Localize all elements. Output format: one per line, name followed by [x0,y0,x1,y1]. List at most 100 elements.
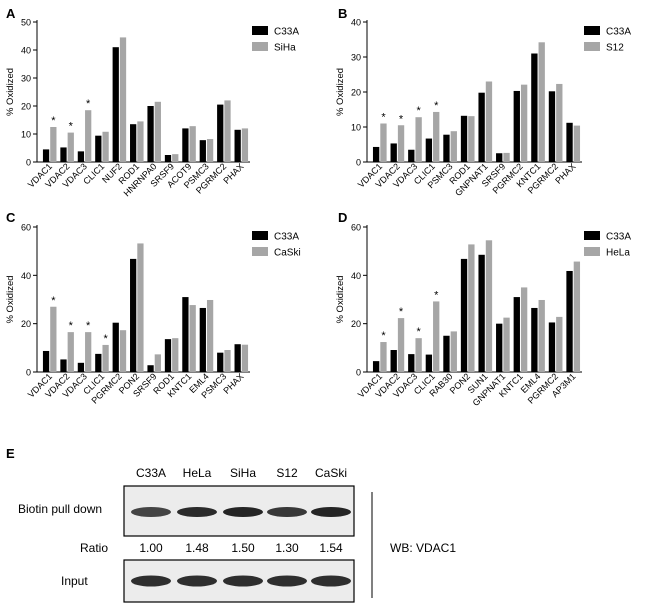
bar-siha-rod1 [137,121,144,162]
bar-s12-pgrmc2 [520,84,528,162]
significance-mark: * [416,326,421,338]
lane-label-hela: HeLa [183,466,212,480]
bar-hela-pgrmc2 [556,316,563,372]
bar-siha-srsf9 [172,154,179,162]
significance-mark: * [381,330,386,342]
bar-c33a-clic1 [425,138,433,162]
bar-c33a-clic1 [425,354,433,372]
row-label-biotin: Biotin pull down [18,502,102,516]
y-axis-label: % Oxidized [335,68,346,116]
bar-c33a-vdac2 [390,143,397,162]
bar-c33a-rod1 [460,115,468,162]
y-tick-label: 20 [21,102,31,112]
bar-c33a-clic1 [95,135,102,162]
bar-c33a-vdac1 [372,146,380,162]
bar-caski-psmc3 [224,350,231,372]
bar-hela-vdac2 [397,318,405,372]
significance-mark: * [103,333,108,345]
significance-mark: * [86,320,91,332]
bar-c33a-ap3m1 [566,270,573,372]
bar-c33a-psmc3 [199,140,206,162]
bar-s12-clic1 [433,111,440,162]
pulldown-band-1 [177,507,217,517]
bar-s12-pgrmc2 [556,83,563,162]
legend-label-c33a: C33A [274,27,299,38]
lane-label-caski: CaSki [315,466,347,480]
lane-label-s12: S12 [276,466,298,480]
bar-c33a-hnrnpa0 [147,106,154,162]
bar-c33a-rod1 [164,339,172,372]
bar-caski-vdac2 [67,332,74,372]
y-tick-label: 50 [21,18,31,28]
y-tick-label: 40 [351,271,361,281]
input-band-1 [177,575,217,587]
y-axis-label: % Oxidized [5,68,16,116]
panel-label-b: B [338,6,347,21]
bar-caski-kntc1 [189,305,196,372]
bar-c33a-pon2 [130,258,137,372]
bar-s12-vdac3 [415,117,422,162]
y-tick-label: 40 [21,271,31,281]
input-band-4 [311,575,351,587]
bar-caski-pgrmc2 [119,330,127,372]
bar-c33a-vdac3 [408,354,415,372]
panel-label-e: E [6,446,15,461]
panel-label-d: D [338,210,347,225]
row-label-input: Input [61,574,88,588]
bar-siha-vdac2 [67,132,74,162]
input-band-3 [267,575,307,587]
bar-c33a-sun1 [478,254,485,372]
lane-label-siha: SiHa [230,466,256,480]
bar-c33a-phax [234,344,241,372]
bar-c33a-srsf9 [164,155,172,162]
bar-hela-gnpnat1 [503,317,510,372]
y-tick-label: 40 [21,46,31,56]
significance-mark: * [69,121,74,133]
bar-caski-vdac1 [50,306,57,372]
bar-siha-hnrnpa0 [154,101,161,162]
bar-siha-psmc3 [206,139,214,162]
bar-hela-kntc1 [520,287,528,372]
y-tick-label: 0 [26,368,31,378]
x-tick-label: PHAX [221,371,245,395]
significance-mark: * [69,320,74,332]
bar-hela-vdac1 [380,342,387,372]
bar-c33a-rab30 [443,335,450,372]
bar-c33a-pgrmc2 [112,322,119,372]
bar-c33a-phax [566,122,573,162]
legend-swatch-siha [252,42,268,51]
bar-siha-acot9 [189,126,196,162]
y-tick-label: 30 [21,74,31,84]
ratio-value-4: 1.54 [319,541,343,555]
bar-c33a-srsf9 [496,153,503,162]
y-tick-label: 20 [21,319,31,329]
bar-c33a-vdac2 [60,359,67,372]
bar-c33a-clic1 [95,353,102,372]
y-tick-label: 0 [26,158,31,168]
significance-mark: * [434,100,439,112]
significance-mark: * [51,115,56,127]
y-tick-label: 30 [351,53,361,63]
ratio-value-0: 1.00 [139,541,163,555]
bar-c33a-psmc3 [443,134,450,162]
pulldown-band-2 [223,507,263,517]
bar-c33a-vdac2 [60,147,67,162]
row-label-ratio: Ratio [80,541,108,555]
y-axis-label: % Oxidized [335,275,346,323]
bar-c33a-nuf2 [112,47,119,163]
bar-c33a-vdac1 [42,350,50,372]
y-tick-label: 20 [351,319,361,329]
input-band-0 [131,575,171,587]
bar-c33a-eml4 [531,307,538,372]
bar-c33a-vdac3 [77,362,85,372]
bar-c33a-kntc1 [513,297,520,372]
legend-swatch-c33a [584,26,600,35]
legend-swatch-c33a [252,26,268,35]
bar-c33a-gnpnat1 [496,323,503,372]
legend-swatch-c33a [584,231,600,240]
legend-swatch-caski [252,247,268,256]
lane-label-c33a: C33A [136,466,166,480]
bar-caski-eml4 [206,299,214,372]
